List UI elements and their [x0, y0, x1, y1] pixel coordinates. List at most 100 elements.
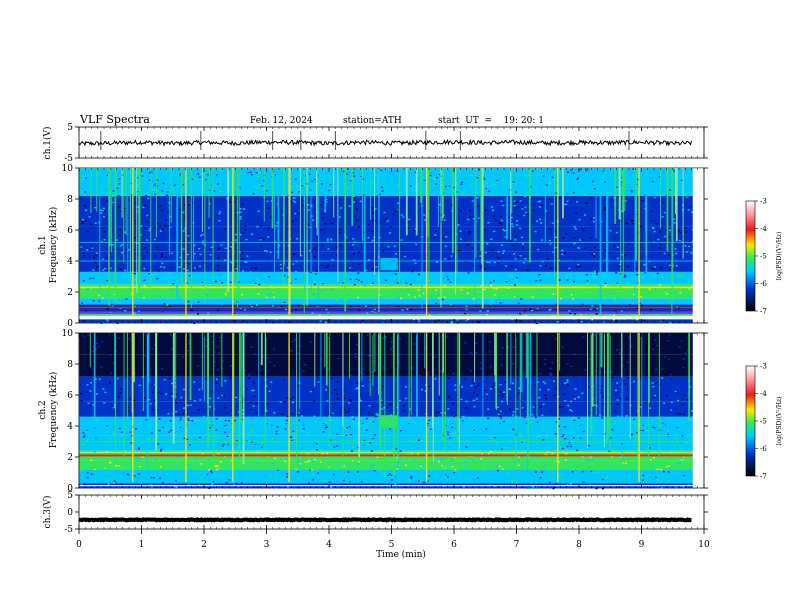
spectrum-speck — [434, 234, 437, 236]
spectrum-speck — [312, 350, 315, 352]
spectrum-speck — [649, 486, 652, 489]
spectrum-speck — [224, 228, 227, 230]
spectrum-speck — [668, 417, 671, 419]
spectrum-speck — [216, 339, 219, 341]
spectrum-speck — [582, 430, 585, 432]
spectrum-speck — [670, 379, 673, 381]
spectrum-speck — [604, 207, 606, 209]
spectrum-speck — [594, 338, 597, 341]
spectrum-speck — [468, 209, 471, 212]
spectrum-speck — [639, 406, 642, 408]
spectrum-speck — [612, 476, 615, 478]
spectrum-speck — [301, 301, 304, 303]
spectrum-speck — [569, 270, 572, 272]
spectrum-speck — [112, 190, 115, 192]
spectrum-speck — [108, 350, 111, 353]
spectrum-speck — [174, 480, 177, 482]
sferic-streak — [428, 168, 430, 284]
ch3-y-tick-label: -5 — [64, 525, 73, 535]
spectrum-speck — [188, 444, 191, 446]
spectrum-speck — [424, 347, 427, 350]
spectrum-speck — [476, 477, 479, 479]
spectrum-speck — [333, 473, 335, 476]
spectrum-speck — [666, 293, 669, 295]
spectrum-speck — [199, 265, 201, 268]
spectrum-speck — [596, 185, 599, 187]
spectrum-speck — [502, 250, 505, 252]
spectrum-speck — [507, 287, 510, 289]
sferic-streak — [482, 333, 484, 435]
spectrum-speck — [330, 222, 333, 224]
spectrum-speck — [157, 391, 160, 394]
spectrum-speck — [670, 401, 673, 404]
spectrum-speck — [441, 298, 444, 301]
spectrum-speck — [186, 366, 189, 369]
spectrum-speck — [86, 429, 88, 431]
spectrum-speck — [492, 287, 495, 290]
spectrum-speck — [514, 356, 517, 358]
spectrum-speck — [683, 394, 686, 396]
spectrum-speck — [311, 180, 314, 183]
spectrum-speck — [588, 309, 591, 311]
spectrum-speck — [593, 334, 596, 336]
spectrum-speck — [536, 220, 539, 222]
spectrum-speck — [105, 425, 108, 427]
spectrum-speck — [128, 370, 130, 373]
spectrum-speck — [554, 486, 556, 489]
spectrum-speck — [514, 280, 517, 283]
spectrum-speck — [179, 256, 182, 259]
spectrum-speck — [169, 215, 172, 218]
spectrum-speck — [255, 267, 257, 270]
spectrum-speck — [588, 460, 591, 462]
spectrum-speck — [92, 404, 95, 406]
spectrum-speck — [539, 406, 542, 408]
spectrum-speck — [410, 476, 413, 478]
spectrum-speck — [253, 186, 256, 188]
spectrum-speck — [458, 169, 461, 172]
spectrum-speck — [209, 397, 212, 400]
spectrum-speck — [220, 417, 223, 420]
spectrum-speck — [256, 226, 259, 228]
spectrum-speck — [187, 300, 190, 303]
spectrum-speck — [215, 382, 218, 384]
spectrum-speck — [333, 362, 336, 365]
sferic-streak — [316, 168, 317, 228]
spectrum-speck — [196, 472, 199, 475]
spectrum-speck — [174, 184, 176, 186]
spectrum-speck — [305, 287, 308, 289]
spectrum-speck — [545, 361, 548, 364]
spectrum-speck — [159, 450, 162, 452]
spectrum-speck — [188, 275, 191, 277]
spectrum-speck — [634, 424, 637, 427]
spectrum-speck — [149, 450, 152, 452]
spectrum-speck — [120, 483, 123, 485]
spectrum-speck — [581, 228, 584, 230]
spectrum-speck — [372, 303, 375, 305]
spectrum-speck — [654, 476, 657, 478]
spectrum-speck — [535, 482, 538, 484]
spectrum-speck — [375, 413, 378, 415]
x-tick-label: 9 — [639, 540, 645, 550]
spectrum-speck — [686, 399, 689, 401]
spectrum-speck — [356, 463, 359, 465]
spectrum-speck — [593, 404, 596, 406]
spectrum-speck — [210, 335, 213, 337]
spectrum-speck — [158, 418, 161, 420]
sferic-streak — [342, 333, 344, 427]
spectrum-speck — [267, 276, 270, 278]
spectrum-speck — [316, 245, 319, 247]
spectrum-speck — [272, 348, 275, 350]
spectrum-speck — [511, 480, 513, 483]
spectrum-speck — [138, 384, 141, 386]
spectrum-speck — [133, 360, 136, 362]
spectrum-speck — [193, 278, 196, 280]
spectrum-speck — [200, 234, 202, 237]
spectrum-speck — [293, 253, 296, 255]
sferic-streak — [221, 333, 223, 387]
spectrum-speck — [249, 303, 252, 305]
spectrum-speck — [313, 183, 316, 186]
spectrum-speck — [450, 204, 453, 206]
spectrum-speck — [199, 399, 202, 401]
spectrum-speck — [367, 354, 370, 357]
spectrum-band — [79, 354, 704, 377]
